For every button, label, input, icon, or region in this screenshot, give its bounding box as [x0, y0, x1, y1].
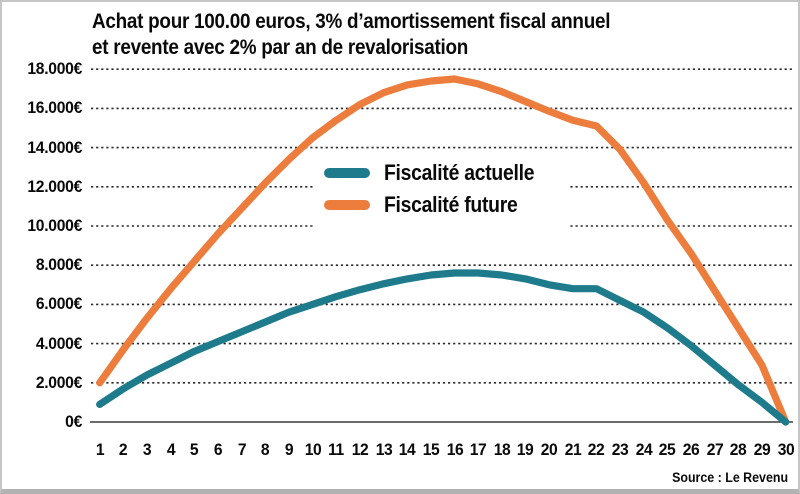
x-tick-label-18: 18 [493, 440, 511, 459]
chart-title-line1: Achat pour 100.00 euros, 3% d’amortissem… [92, 10, 611, 33]
y-tick-label-8000: 8.000€ [35, 255, 82, 275]
x-tick-label-8: 8 [261, 440, 270, 459]
series-line-future [96, 75, 790, 426]
y-tick-label-18000: 18.000€ [27, 59, 82, 79]
y-tick-label-2000: 2.000€ [35, 372, 82, 392]
legend-label-future: Fiscalité future [384, 192, 518, 217]
x-tick-label-16: 16 [446, 440, 463, 459]
x-tick-label-12: 12 [351, 440, 369, 459]
y-tick-label-12000: 12.000€ [27, 176, 82, 196]
x-tick-label-29: 29 [753, 440, 771, 459]
x-tick-label-17: 17 [469, 440, 487, 459]
legend-swatch-actuelle-icon [324, 168, 370, 178]
chart-title: Achat pour 100.00 euros, 3% d’amortissem… [92, 9, 610, 61]
x-tick-label-22: 22 [588, 440, 605, 459]
y-tick-label-10000: 10.000€ [27, 216, 82, 235]
legend-label-actuelle: Fiscalité actuelle [384, 160, 535, 185]
x-tick-label-30: 30 [777, 440, 794, 459]
x-tick-label-24: 24 [635, 440, 652, 459]
x-tick-label-26: 26 [682, 440, 700, 459]
x-tick-label-23: 23 [611, 440, 629, 459]
y-tick-label-6000: 6.000€ [35, 294, 82, 314]
x-tick-label-21: 21 [564, 440, 582, 459]
x-tick-label-25: 25 [659, 440, 676, 459]
x-tick-label-4: 4 [166, 440, 176, 459]
x-tick-label-14: 14 [398, 440, 416, 459]
legend-item-actuelle: Fiscalité actuelle [324, 158, 555, 188]
chart-title-line2: et revente avec 2% par an de revalorisat… [92, 36, 469, 59]
x-tick-label-20: 20 [540, 440, 558, 459]
x-tick-label-15: 15 [422, 440, 440, 459]
x-tick-label-2: 2 [119, 440, 128, 459]
y-tick-label-16000: 16.000€ [27, 98, 82, 118]
x-tick-label-13: 13 [375, 440, 392, 459]
y-tick-label-14000: 14.000€ [27, 137, 82, 157]
x-tick-label-28: 28 [730, 440, 747, 459]
x-tick-label-10: 10 [304, 440, 321, 459]
x-tick-label-3: 3 [142, 440, 152, 459]
x-tick-label-27: 27 [706, 440, 723, 459]
source-credit: Source : Le Revenu [672, 470, 788, 485]
x-tick-label-7: 7 [237, 440, 246, 459]
legend-swatch-future-icon [324, 200, 370, 210]
x-tick-label-19: 19 [517, 440, 534, 459]
y-tick-label-4000: 4.000€ [35, 333, 82, 353]
legend-item-future: Fiscalité future [324, 190, 555, 220]
x-tick-label-1: 1 [95, 440, 105, 459]
x-tick-label-6: 6 [213, 440, 223, 459]
x-tick-label-9: 9 [284, 440, 294, 459]
legend: Fiscalité actuelle Fiscalité future [314, 152, 569, 228]
series-line-actuelle [96, 269, 790, 426]
y-tick-label-0: 0€ [65, 412, 82, 431]
x-tick-label-5: 5 [190, 440, 199, 459]
x-tick-label-11: 11 [328, 440, 345, 459]
